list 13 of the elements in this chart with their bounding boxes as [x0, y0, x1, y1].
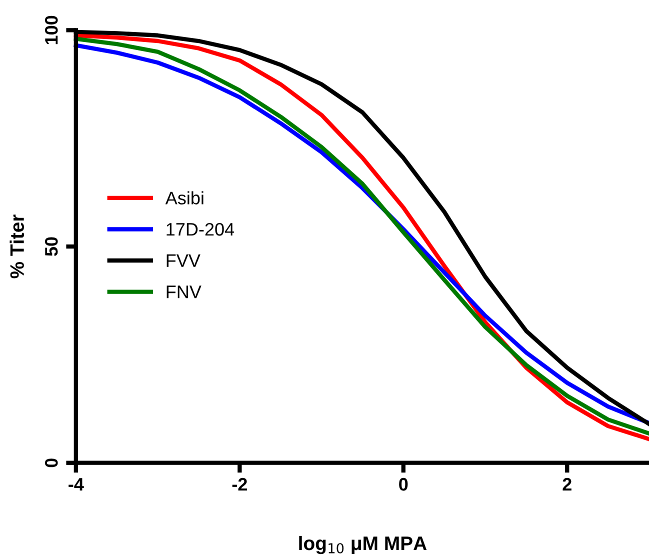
x-tick-label: -2	[232, 478, 247, 491]
x-tick-label: 0	[399, 478, 408, 491]
y-axis-title: % Titer	[10, 214, 24, 278]
legend-label: Asibi	[165, 191, 204, 204]
y-tick-label: 50	[44, 237, 58, 256]
x-tick-label: -4	[68, 478, 84, 491]
legend-label: FVV	[166, 254, 200, 267]
legend-label: FNV	[166, 286, 202, 298]
x-axis-title: log$_{10}$ μM MPA	[299, 536, 427, 554]
x-tick-label: 2	[562, 478, 572, 491]
y-tick-label: 100	[44, 16, 58, 44]
legend-label: 17D-204	[166, 222, 234, 236]
y-tick-label: 0	[44, 458, 58, 468]
